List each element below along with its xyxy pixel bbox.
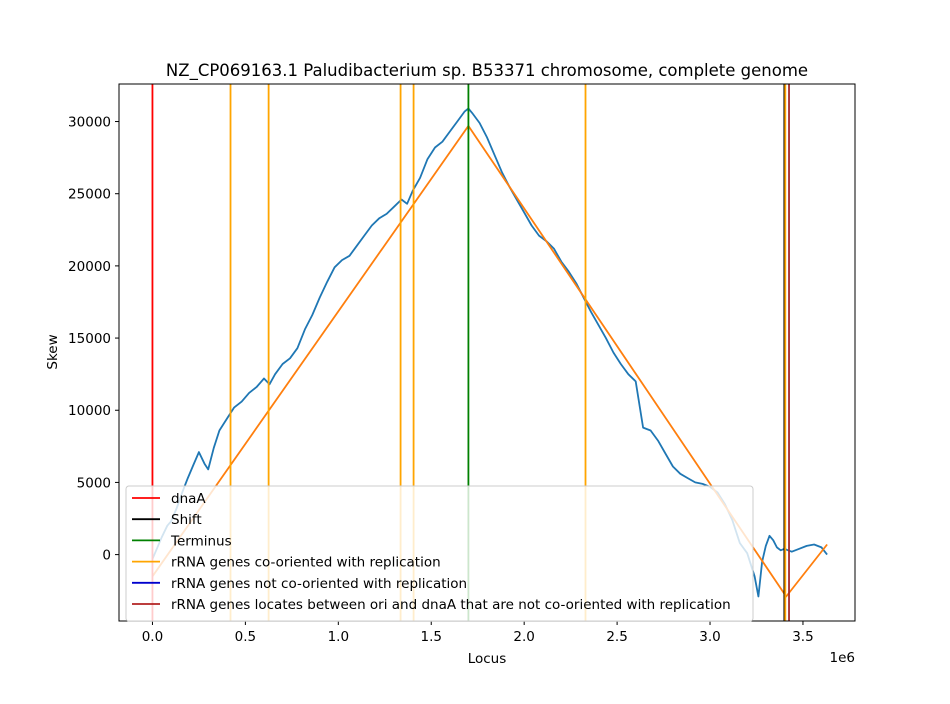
y-tick-label: 25000 [68,187,111,203]
legend: dnaA Shift Terminus rRNA genes co-oriented … [125,485,754,622]
legend-label: rRNA genes co-oriented with replication [171,555,441,571]
x-tick-label: 0.5 [235,629,256,645]
x-axis: 0.0 0.5 1.0 1.5 2.0 2.5 3.0 3.5 [142,621,814,645]
x-tick-label: 1.0 [328,629,349,645]
legend-label: Terminus [170,533,232,549]
y-tick-label: 10000 [68,403,111,419]
x-tick-label: 3.5 [792,629,813,645]
y-tick-label: 20000 [68,259,111,275]
legend-label: dnaA [171,491,206,507]
chart-title: NZ_CP069163.1 Paludibacterium sp. B53371… [166,61,808,81]
legend-label: Shift [171,512,202,528]
y-axis-label: Skew [45,334,61,369]
y-tick-label: 15000 [68,331,111,347]
x-tick-label: 3.0 [699,629,720,645]
legend-label: rRNA genes not co-oriented with replicat… [171,576,467,592]
y-tick-label: 0 [102,548,111,564]
x-tick-label: 1.5 [421,629,442,645]
x-tick-label: 2.5 [606,629,627,645]
y-axis: 0 5000 10000 15000 20000 25000 30000 [68,115,119,564]
y-tick-label: 5000 [77,475,111,491]
legend-box [125,485,754,622]
legend-label: rRNA genes locates between ori and dnaA … [171,597,731,613]
x-axis-label: Locus [468,651,507,667]
fit-series-line [151,125,828,598]
y-tick-label: 30000 [68,115,111,131]
x-axis-offset-text: 1e6 [830,650,855,666]
x-tick-label: 2.0 [513,629,534,645]
x-tick-label: 0.0 [142,629,163,645]
